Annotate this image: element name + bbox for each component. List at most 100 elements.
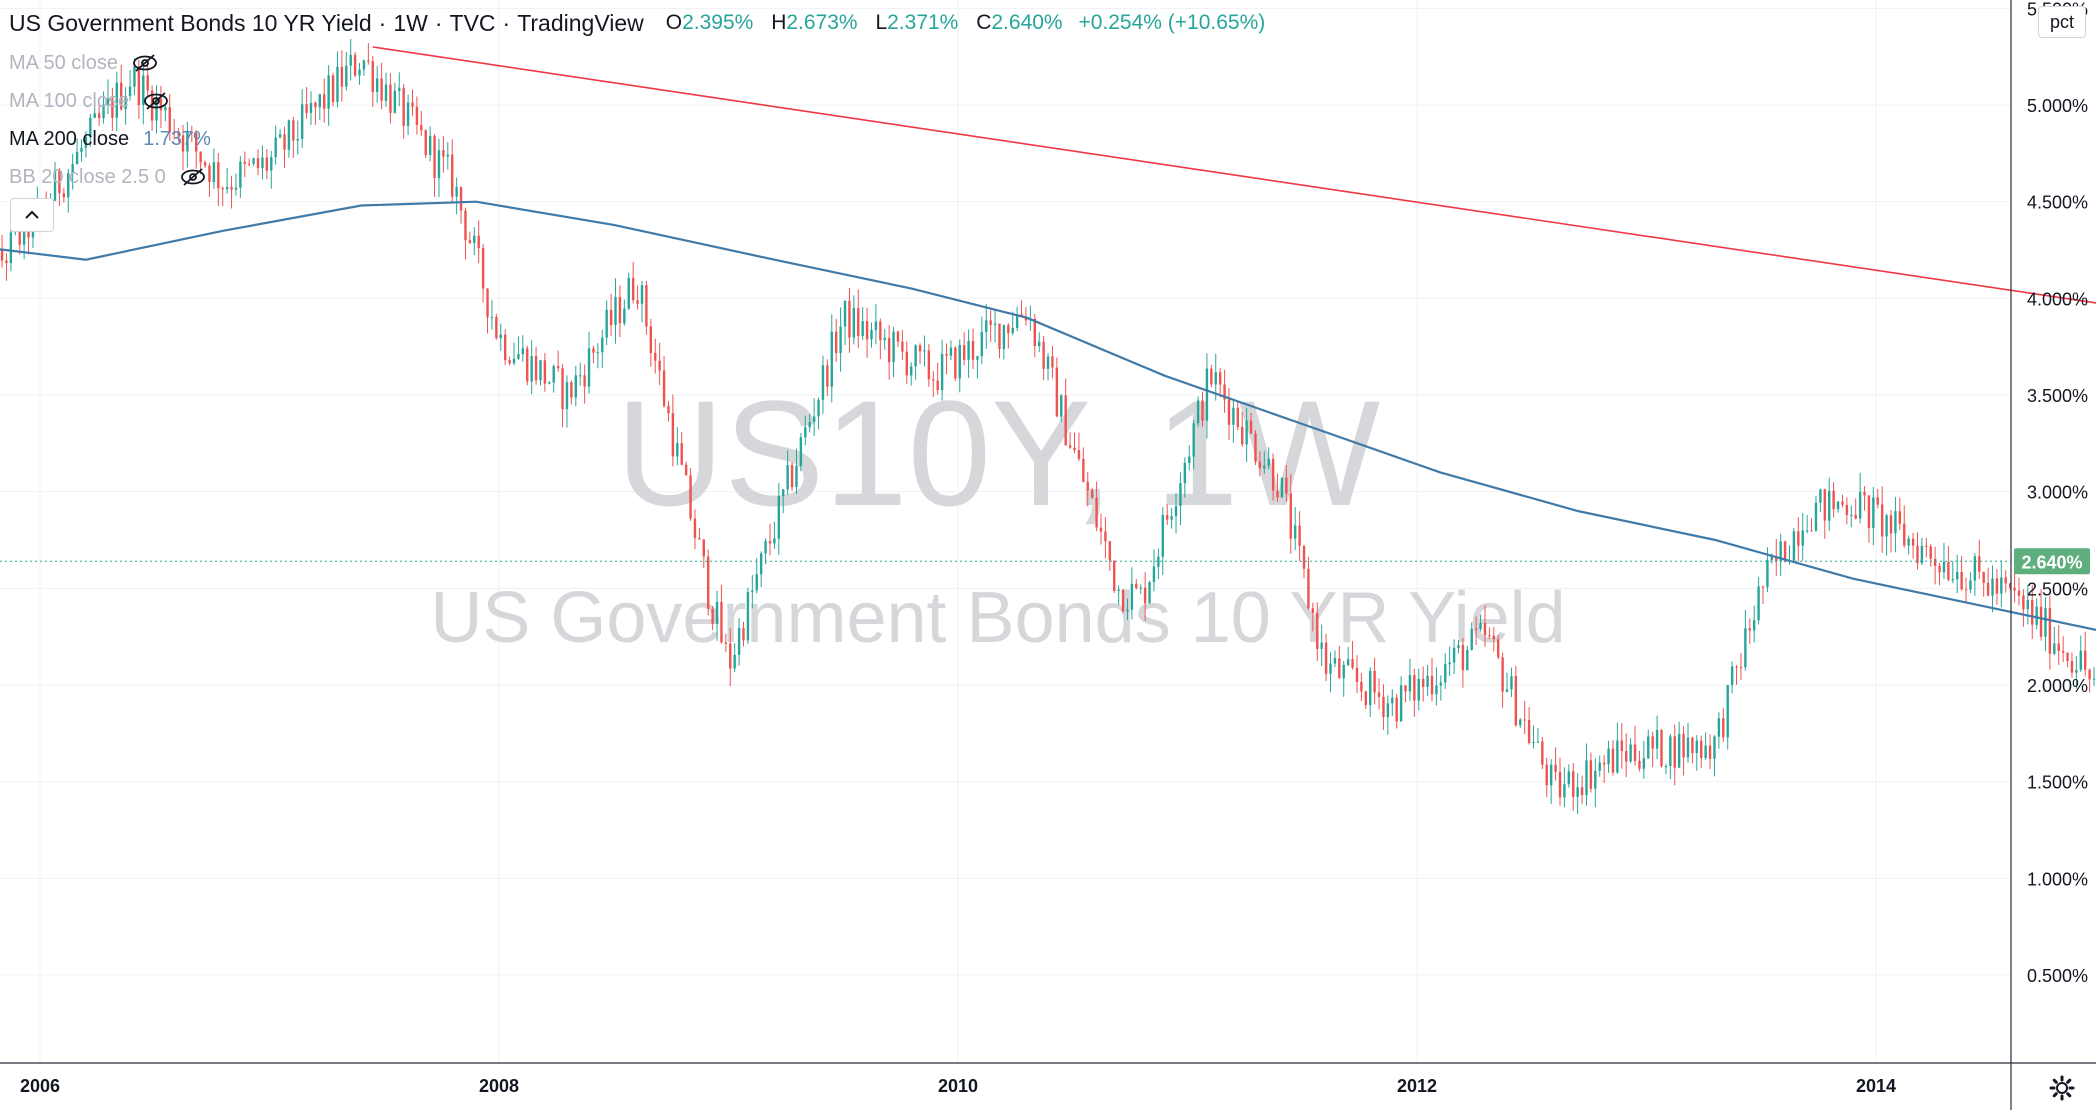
candle [208,163,211,197]
candle [574,365,577,407]
candle [839,307,842,372]
candle [1011,311,1014,336]
candle [1549,759,1553,804]
collapse-legend-button[interactable] [10,198,54,232]
candle [1964,577,1968,603]
candle [1594,758,1597,808]
exchange-label: TVC [449,10,496,36]
indicator-ma200[interactable]: MA 200 close 1.737% [9,120,1265,158]
candle [1858,472,1862,524]
candle [1435,667,1438,706]
candle [980,316,984,365]
candle [296,120,299,155]
ohlc-key: C [976,11,992,34]
candle [1210,364,1213,388]
candle [1607,740,1610,773]
candle [954,346,957,381]
x-tick-label: 2006 [20,1076,60,1096]
candle [689,467,692,521]
candle [89,113,92,147]
candle [1757,576,1760,625]
candle [1638,750,1641,772]
candle [843,300,847,346]
candle [2000,560,2003,608]
candle [120,64,123,111]
eye-off-icon[interactable] [143,91,169,111]
candle [1329,652,1332,693]
candle [1077,432,1081,462]
candle [636,285,639,310]
candle [768,523,772,556]
candle [499,323,502,351]
candle [680,431,683,466]
candle [1002,324,1006,360]
ohlc-key: H [771,11,787,34]
candle [1885,513,1888,556]
candle [1285,465,1288,502]
candle [53,161,57,202]
candle [1978,539,1981,579]
indicator-ma50[interactable]: MA 50 close [9,44,1265,82]
candle [1082,447,1085,483]
candle [795,448,798,494]
candle [1276,473,1279,502]
candle [1938,562,1941,586]
eye-off-icon[interactable] [180,167,206,187]
scale-mode-button[interactable]: pct [2038,6,2086,38]
candle [190,125,194,142]
candle [1969,572,1972,594]
candle [1982,571,1985,597]
candle [821,355,825,414]
candle [402,83,405,139]
candle [1474,616,1478,645]
candle [1369,667,1372,718]
candle [1258,451,1262,477]
candle [1466,645,1469,671]
candle [640,280,644,323]
separator: · [502,10,511,36]
candle [1046,353,1050,381]
candle [1470,622,1473,651]
candle [1342,660,1345,697]
indicator-bb[interactable]: BB 20 close 2.5 0 [9,158,1265,196]
candle [910,362,913,386]
resistance-trendline[interactable] [372,46,2096,594]
candle [1655,715,1659,760]
candle [1073,432,1076,454]
candle [2044,597,2047,652]
candle [318,93,322,120]
eye-off-icon[interactable] [132,53,158,73]
candle [1421,666,1425,702]
candle [106,79,110,115]
ma200-line[interactable] [0,200,2096,736]
indicator-ma100[interactable]: MA 100 close [9,82,1265,120]
candle [1660,728,1663,768]
candle [1572,762,1575,811]
candle [1267,447,1270,470]
candle [155,85,158,134]
candle [1889,510,1893,553]
candle [1832,482,1835,518]
candle [1249,412,1253,435]
candle [1695,735,1699,771]
candle [790,462,794,491]
candle [287,119,291,158]
candle [1801,513,1804,561]
candle [1845,497,1849,525]
candle [711,606,714,631]
candle [958,339,961,393]
candle [1201,391,1204,427]
interval-label[interactable]: 1W [393,10,428,36]
gear-icon[interactable] [2048,1074,2076,1102]
candle [1673,724,1676,786]
candle [256,149,260,176]
candle [2088,668,2091,693]
candle [799,432,803,472]
y-tick-label: 3.000% [2027,483,2088,503]
candle [1426,665,1429,696]
candle [75,138,79,165]
candle [384,72,388,107]
symbol-name[interactable]: US Government Bonds 10 YR Yield [9,10,372,36]
candle [1302,544,1306,579]
